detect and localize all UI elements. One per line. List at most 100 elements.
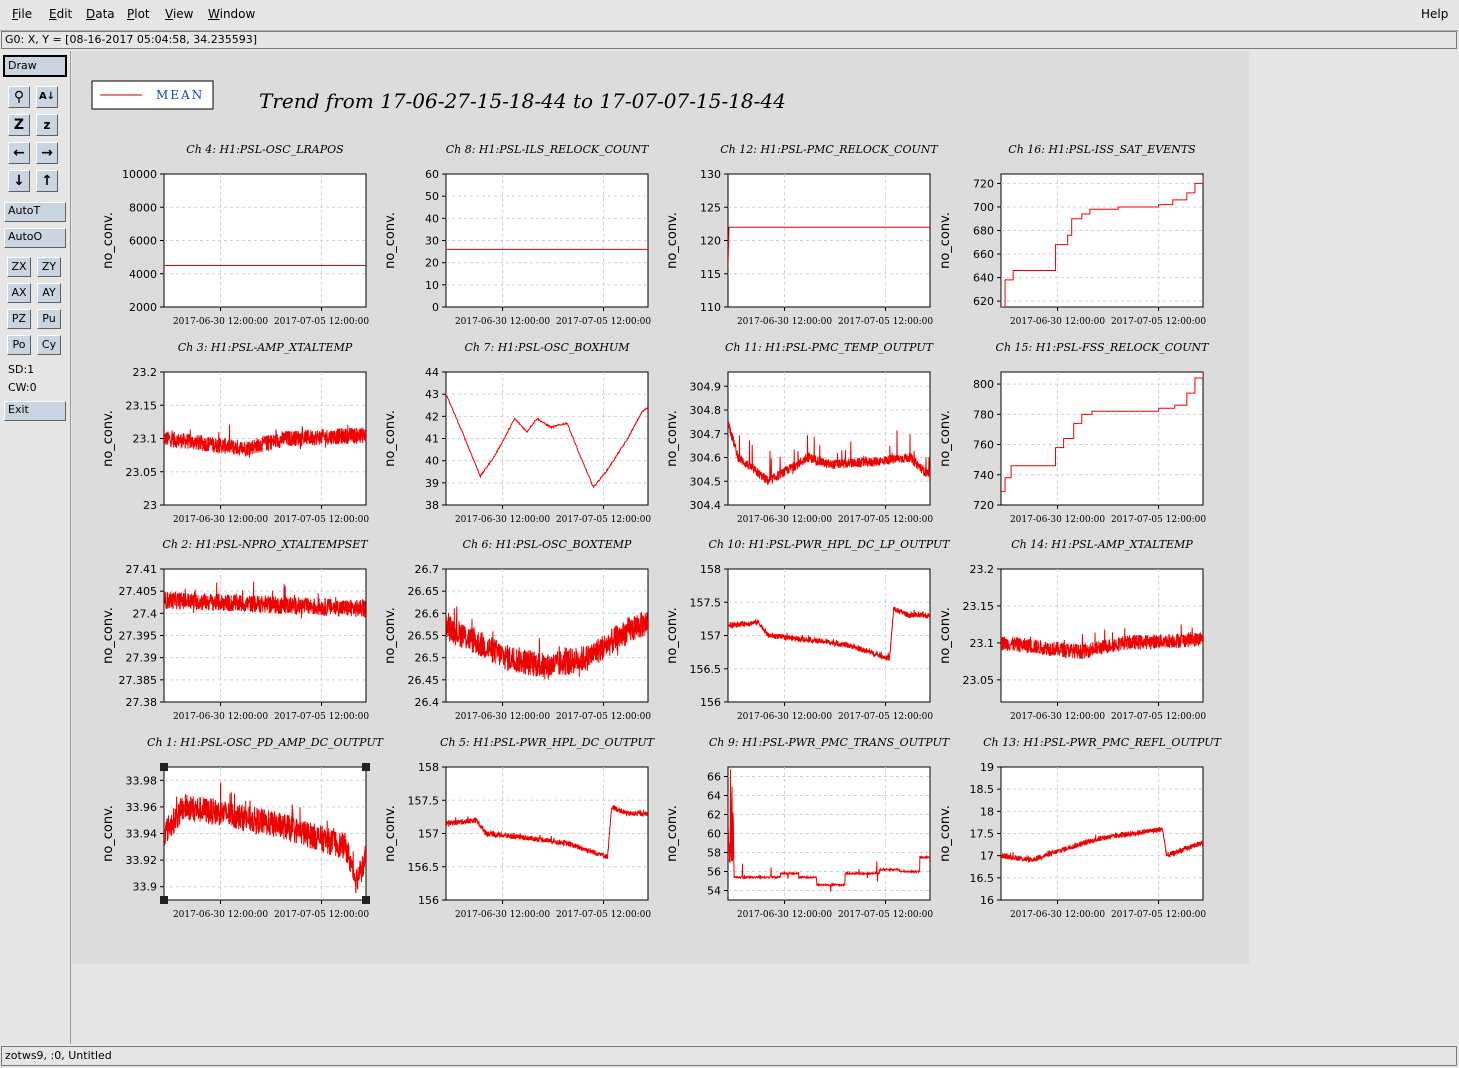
y-tick-label: 6000 <box>129 235 157 248</box>
y-tick-label: 33.96 <box>126 801 158 814</box>
y-tick-label: 620 <box>973 295 994 308</box>
y-tick-label: 304.4 <box>690 499 722 512</box>
menu-plot[interactable]: Plot <box>127 7 150 21</box>
menu-view[interactable]: View <box>165 7 194 21</box>
y-tick-label: 27.395 <box>119 630 158 643</box>
x-tick-label: 2017-07-05 12:00:00 <box>1111 712 1206 722</box>
arrow-down-icon[interactable]: ↓ <box>8 170 30 192</box>
chart-ch-8: Ch 2: H1:PSL-NPRO_XTALTEMPSET 27.38 27.385… <box>101 538 369 722</box>
x-tick-label: 2017-06-30 12:00:00 <box>1010 910 1105 920</box>
x-tick-label: 2017-07-05 12:00:00 <box>838 515 933 525</box>
magnify-icon[interactable]: ⚲ <box>8 86 30 108</box>
x-tick-label: 2017-07-05 12:00:00 <box>1111 317 1206 327</box>
x-tick-label: 2017-07-05 12:00:00 <box>274 712 369 722</box>
ax-button[interactable]: AX <box>7 283 31 303</box>
unzoom-z-icon[interactable]: z <box>36 114 58 136</box>
selection-handle <box>362 896 370 904</box>
data-series-line <box>1001 176 1203 307</box>
y-axis-label: no_conv. <box>938 410 953 467</box>
y-tick-label: 18 <box>980 805 994 818</box>
y-axis-label: no_conv. <box>665 212 680 269</box>
x-tick-label: 2017-07-05 12:00:00 <box>274 910 369 920</box>
exit-button[interactable]: Exit <box>4 401 66 421</box>
y-tick-label: 40 <box>425 212 439 225</box>
chart-ch-3: Ch 16: H1:PSL-ISS_SAT_EVENTS 620 640 660 680… <box>938 143 1206 327</box>
y-tick-label: 10000 <box>122 168 157 181</box>
x-tick-label: 2017-06-30 12:00:00 <box>737 712 832 722</box>
y-tick-label: 33.92 <box>126 854 158 867</box>
menu-data[interactable]: Data <box>86 7 115 21</box>
y-tick-label: 62 <box>707 809 721 822</box>
status-bar: zotws9, :0, Untitled <box>1 1046 1457 1066</box>
menu-file[interactable]: File <box>12 7 33 21</box>
y-tick-label: 760 <box>973 439 994 452</box>
y-tick-label: 33.94 <box>126 828 158 841</box>
y-tick-label: 23.2 <box>970 563 995 576</box>
zx-button[interactable]: ZX <box>7 257 31 277</box>
plot-canvas-area[interactable]: MEAN Trend from 17-06-27-15-18-44 to 17-0… <box>72 51 1458 1044</box>
x-tick-label: 2017-07-05 12:00:00 <box>274 317 369 327</box>
y-tick-label: 304.7 <box>690 428 722 441</box>
legend: MEAN <box>91 80 214 110</box>
zoom-z-icon[interactable]: Z <box>8 114 30 136</box>
data-series-line <box>1001 624 1203 659</box>
y-tick-label: 157.5 <box>408 794 440 807</box>
data-series-line <box>446 394 648 489</box>
plot-area <box>1000 173 1204 308</box>
coordinate-readout: G0: X, Y = [08-16-2017 05:04:58, 34.2355… <box>1 31 1457 49</box>
y-tick-label: 156 <box>700 696 721 709</box>
x-tick-label: 2017-07-05 12:00:00 <box>274 515 369 525</box>
ay-button[interactable]: AY <box>37 283 61 303</box>
po-button[interactable]: Po <box>7 335 31 355</box>
y-tick-label: 10 <box>425 279 439 292</box>
y-tick-label: 304.8 <box>690 404 722 417</box>
menu-help[interactable]: Help <box>1421 7 1449 21</box>
y-tick-label: 41 <box>425 433 439 446</box>
chart-title: Ch 9: H1:PSL-PWR_PMC_TRANS_OUTPUT <box>709 736 951 749</box>
chart-title: Ch 2: H1:PSL-NPRO_XTALTEMPSET <box>162 538 369 551</box>
menu-edit[interactable]: Edit <box>49 7 73 21</box>
chart-ch-4: Ch 3: H1:PSL-AMP_XTALTEMP 23 23.05 23.1 23.1… <box>101 341 369 525</box>
y-tick-label: 304.6 <box>690 452 722 465</box>
arrow-right-icon[interactable]: → <box>36 142 58 164</box>
chart-ch-6: Ch 11: H1:PSL-PMC_TEMP_OUTPUT 304.4 304.5 3… <box>665 341 935 525</box>
y-tick-label: 2000 <box>129 301 157 314</box>
chart-title: Ch 15: H1:PSL-FSS_RELOCK_COUNT <box>996 341 1211 354</box>
pu-button[interactable]: Pu <box>37 309 61 329</box>
cy-button[interactable]: Cy <box>37 335 61 355</box>
autot-button[interactable]: AutoT <box>4 202 66 222</box>
x-tick-label: 2017-06-30 12:00:00 <box>1010 317 1105 327</box>
y-tick-label: 158 <box>418 761 439 774</box>
chart-ch-2: Ch 12: H1:PSL-PMC_RELOCK_COUNT 110 115 120 1… <box>665 143 939 327</box>
y-tick-label: 16 <box>980 894 994 907</box>
zy-button[interactable]: ZY <box>37 257 61 277</box>
chart-title: Ch 16: H1:PSL-ISS_SAT_EVENTS <box>1008 143 1196 156</box>
x-tick-label: 2017-06-30 12:00:00 <box>737 515 832 525</box>
x-tick-label: 2017-06-30 12:00:00 <box>737 317 832 327</box>
y-tick-label: 19 <box>980 761 994 774</box>
pz-button[interactable]: PZ <box>7 309 31 329</box>
y-tick-label: 26.45 <box>408 674 440 687</box>
autoo-button[interactable]: AutoO <box>4 228 66 248</box>
y-axis-label: no_conv. <box>101 805 116 862</box>
chart-ch-11: Ch 14: H1:PSL-AMP_XTALTEMP 23.05 23.1 23.15… <box>938 538 1206 722</box>
draw-button[interactable]: Draw <box>3 55 67 77</box>
y-axis-label: no_conv. <box>101 212 116 269</box>
arrow-up-icon[interactable]: ↑ <box>36 170 58 192</box>
arrow-left-icon[interactable]: ← <box>8 142 30 164</box>
y-tick-label: 125 <box>700 201 721 214</box>
y-tick-label: 42 <box>425 410 439 423</box>
chart-ch-10: Ch 10: H1:PSL-PWR_HPL_DC_LP_OUTPUT 156 156… <box>665 538 951 722</box>
y-axis-label: no_conv. <box>383 212 398 269</box>
x-tick-label: 2017-07-05 12:00:00 <box>556 712 651 722</box>
y-tick-label: 23.05 <box>963 674 995 687</box>
chart-title: Ch 1: H1:PSL-OSC_PD_AMP_DC_OUTPUT <box>147 736 385 749</box>
menu-window[interactable]: Window <box>208 7 256 21</box>
chart-title: Ch 7: H1:PSL-OSC_BOXHUM <box>465 341 631 354</box>
text-scale-icon[interactable]: A↓ <box>36 86 58 108</box>
x-tick-label: 2017-06-30 12:00:00 <box>173 712 268 722</box>
plot-canvas[interactable]: MEAN Trend from 17-06-27-15-18-44 to 17-0… <box>72 51 1458 1044</box>
y-tick-label: 26.55 <box>408 630 440 643</box>
chart-ch-9: Ch 6: H1:PSL-OSC_BOXTEMP 26.4 26.45 26.5 26.… <box>383 538 651 722</box>
x-tick-label: 2017-06-30 12:00:00 <box>455 910 550 920</box>
